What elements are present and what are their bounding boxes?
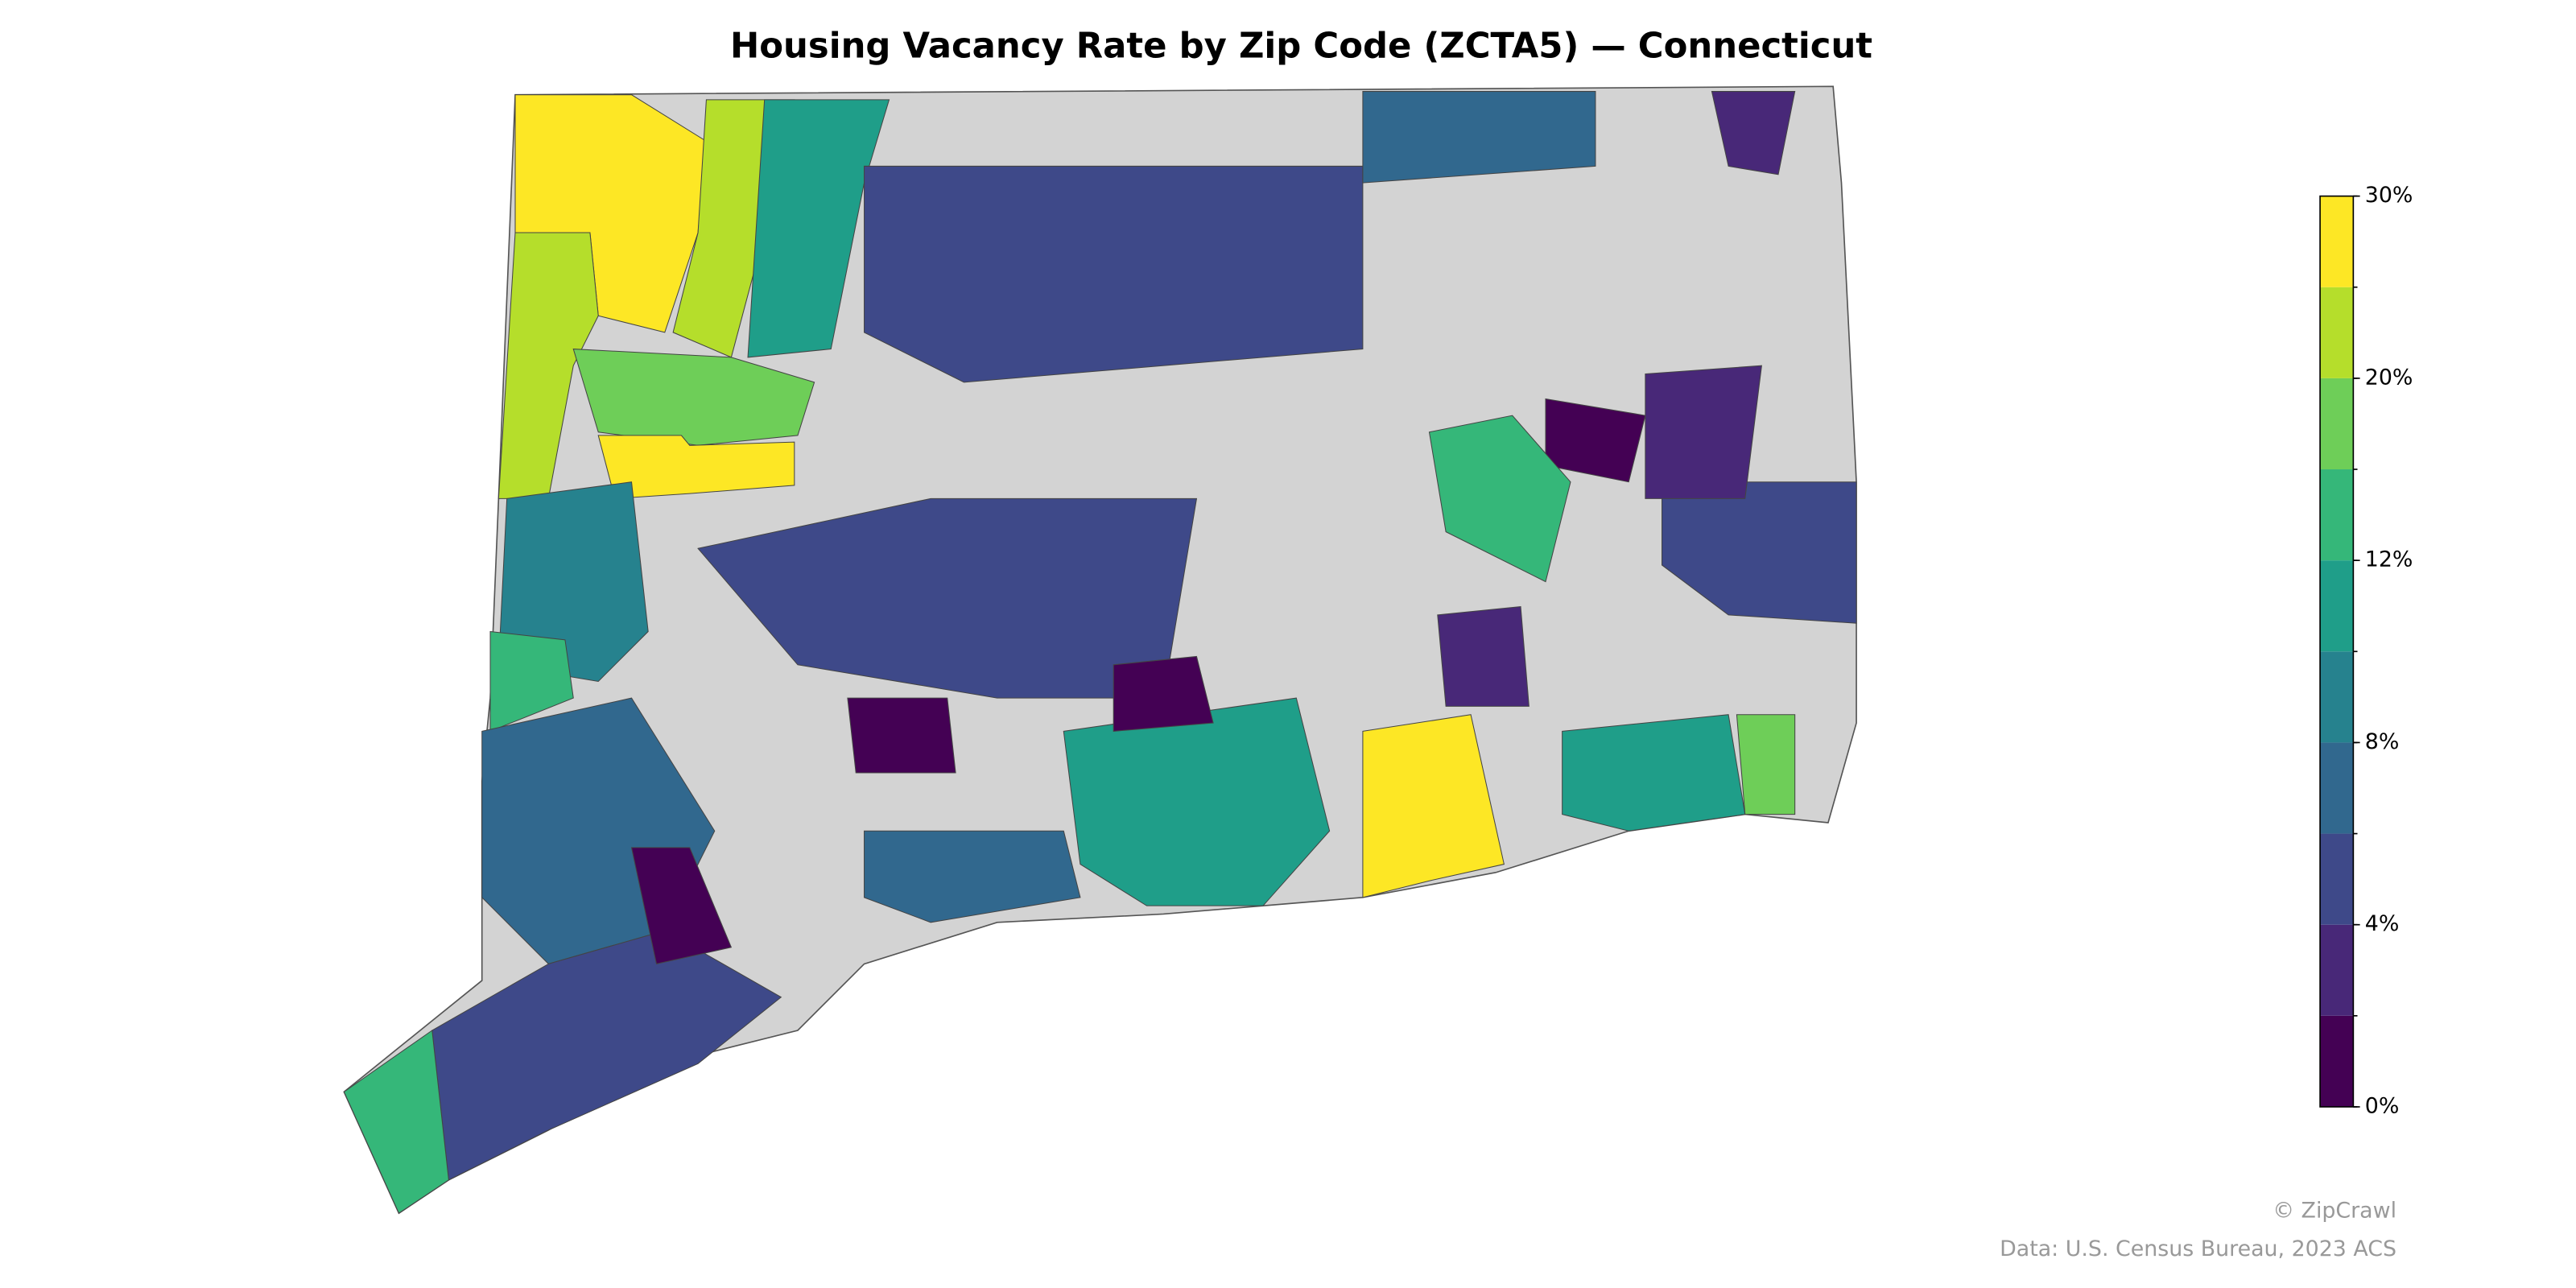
colorbar-band	[2320, 924, 2354, 1016]
colorbar-band	[2320, 469, 2354, 561]
zip-region	[497, 232, 599, 499]
zip-region	[864, 830, 1081, 923]
zip-region	[343, 1030, 449, 1214]
source: Data: U.S. Census Bureau, 2023 ACS	[2000, 1236, 2396, 1261]
zip-region	[847, 697, 956, 774]
zip-region	[1545, 398, 1646, 483]
regions	[343, 91, 1857, 1214]
zip-region	[1562, 714, 1746, 832]
map-title: Housing Vacancy Rate by Zip Code (ZCTA5)…	[730, 26, 1872, 66]
colorbar: 0% 4% 8% 12% 20% 30%	[2319, 183, 2413, 1118]
zip-region	[489, 630, 574, 733]
colorbar-band	[2320, 651, 2354, 743]
zip-region	[630, 847, 733, 965]
colorbar-tick-label: 0%	[2365, 1093, 2400, 1118]
colorbar-band	[2320, 378, 2354, 470]
colorbar-band	[2320, 196, 2354, 287]
zip-region	[1362, 91, 1596, 184]
zip-region	[747, 99, 890, 358]
zip-region	[1063, 697, 1331, 906]
credit: © ZipCrawl	[2273, 1199, 2396, 1224]
colorbar-tick-label: 20%	[2365, 365, 2413, 390]
colorbar-band	[2320, 833, 2354, 925]
zip-region	[1362, 714, 1505, 898]
zip-region	[1736, 714, 1796, 815]
colorbar-tick-label: 4%	[2365, 911, 2400, 936]
colorbar-band	[2320, 742, 2354, 834]
zip-region	[864, 165, 1364, 383]
colorbar-band	[2320, 560, 2354, 652]
zip-region	[1428, 415, 1571, 583]
colorbar-tick-label: 12%	[2365, 547, 2413, 572]
colorbar-band	[2320, 1015, 2354, 1107]
colorbar-tick-label: 30%	[2365, 183, 2413, 208]
zip-region	[1711, 91, 1796, 175]
zip-region	[1662, 481, 1857, 624]
colorbar-band	[2320, 287, 2354, 378]
zip-region	[1113, 655, 1214, 732]
zip-region	[572, 348, 815, 446]
zip-region	[1437, 605, 1530, 707]
colorbar-tick-label: 8%	[2365, 729, 2400, 754]
zip-region	[1645, 365, 1762, 499]
